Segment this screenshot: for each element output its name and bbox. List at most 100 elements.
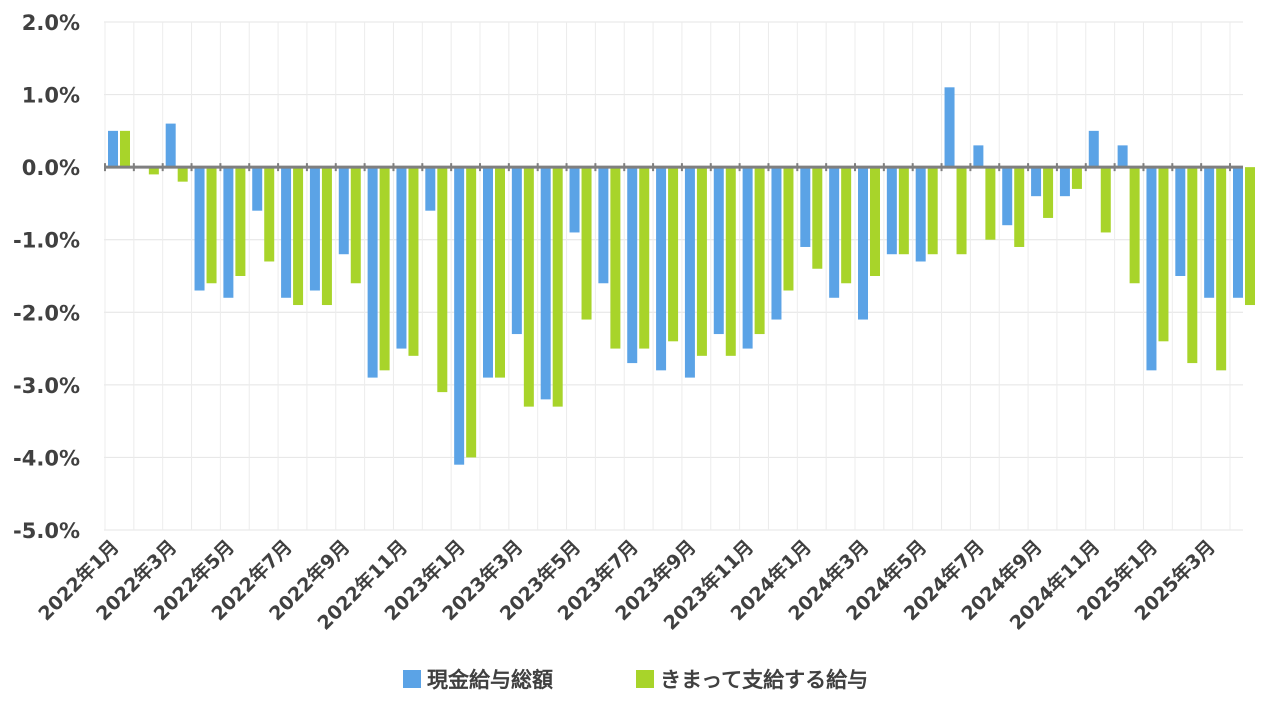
bar-series-1: [1204, 167, 1215, 298]
bar-series-1: [338, 167, 349, 255]
bar-series-1: [627, 167, 638, 364]
y-tick-label: -4.0%: [13, 446, 80, 470]
bar-series-2: [668, 167, 679, 342]
bar-series-1: [396, 167, 407, 349]
bar-series-1: [915, 167, 926, 262]
bar-series-2: [696, 167, 707, 356]
bar-series-2: [841, 167, 852, 284]
bar-series-2: [206, 167, 217, 284]
bar-series-2: [1014, 167, 1025, 247]
bar-series-1: [1031, 167, 1042, 197]
bar-series-1: [1117, 145, 1128, 168]
legend-label-series-1: 現金給与総額: [427, 668, 553, 692]
bar-series-2: [523, 167, 534, 407]
bar-series-2: [408, 167, 419, 356]
axes: [104, 163, 1243, 172]
bar-series-1: [1088, 130, 1099, 168]
bar-series-1: [540, 167, 551, 400]
legend-swatch-series-1: [403, 670, 421, 688]
bar-series-1: [858, 167, 868, 320]
bar-series-1: [281, 167, 292, 298]
bar-series-1: [1002, 167, 1013, 226]
bar-series-2: [264, 167, 275, 262]
bar-series-2: [610, 167, 621, 349]
bar-series-2: [581, 167, 592, 320]
legend: 現金給与総額 きまって支給する給与: [0, 664, 1280, 694]
bar-series-2: [148, 167, 159, 175]
x-tick-labels: 2022年1月2022年3月2022年5月2022年7月2022年9月2022年…: [34, 535, 1220, 634]
bar-series-1: [1059, 167, 1070, 197]
bar-series-1: [108, 130, 118, 168]
bar-series-1: [800, 167, 811, 247]
bar-series-1: [771, 167, 782, 320]
bar-series-1: [829, 167, 840, 298]
bar-series-2: [1216, 167, 1227, 371]
bar-series-1: [742, 167, 753, 349]
bar-series-2: [437, 167, 448, 393]
bar-series-2: [1245, 167, 1255, 306]
bar-series-1: [483, 167, 493, 378]
y-tick-label: -1.0%: [13, 229, 80, 253]
y-tick-label: 2.0%: [22, 11, 80, 35]
bar-series-2: [120, 130, 130, 168]
bar-series-1: [425, 167, 436, 211]
bar-series-1: [1175, 167, 1186, 276]
bar-series-2: [783, 167, 794, 291]
bar-series-1: [309, 167, 320, 291]
bar-series-2: [812, 167, 823, 269]
y-tick-label: -2.0%: [13, 301, 80, 325]
bar-series-2: [177, 167, 188, 182]
bar-series-2: [898, 167, 909, 255]
bar-series-1: [598, 167, 609, 284]
bar-series-2: [754, 167, 765, 335]
legend-item-series-2: きまって支給する給与: [636, 664, 868, 694]
bar-series-1: [223, 167, 234, 298]
bar-series-2: [293, 167, 304, 306]
gridlines: [104, 21, 1243, 531]
bar-series-1: [944, 87, 955, 168]
bar-series-1: [886, 167, 897, 255]
bar-series-1: [511, 167, 522, 335]
bar-series-1: [194, 167, 205, 291]
y-tick-labels: 2.0% 1.0% 0.0% -1.0% -2.0% -3.0% -4.0% -5.0%: [13, 11, 80, 543]
bar-series-1: [656, 167, 667, 371]
bar-series-2: [350, 167, 361, 284]
y-tick-label: 0.0%: [22, 156, 80, 180]
bar-series-2: [321, 167, 332, 306]
bar-series-1: [165, 123, 176, 168]
legend-label-series-2: きまって支給する給与: [660, 668, 869, 692]
bar-series-2: [927, 167, 938, 255]
y-tick-label: -5.0%: [13, 519, 80, 543]
bar-series-2: [956, 167, 967, 255]
legend-swatch-series-2: [636, 670, 654, 688]
bar-series-2: [1158, 167, 1169, 342]
y-tick-label: 1.0%: [22, 84, 80, 108]
bar-series-2: [870, 167, 880, 276]
bar-series-2: [1187, 167, 1198, 364]
bar-series-2: [466, 167, 477, 458]
bar-series-2: [639, 167, 650, 349]
bar-series-2: [725, 167, 736, 356]
bar-series-1: [684, 167, 695, 378]
bar-series-1: [569, 167, 580, 233]
bar-series-1: [1233, 167, 1243, 298]
bar-series-1: [367, 167, 378, 378]
bar-series-1: [454, 167, 465, 465]
bars: [108, 87, 1255, 465]
bar-series-1: [713, 167, 724, 335]
bar-series-2: [1043, 167, 1054, 218]
bar-series-2: [495, 167, 505, 378]
bar-series-1: [252, 167, 263, 211]
bar-series-2: [552, 167, 563, 407]
bar-series-2: [235, 167, 246, 276]
bar-series-1: [973, 145, 984, 168]
y-tick-label: -3.0%: [13, 374, 80, 398]
bar-series-1: [1146, 167, 1157, 371]
bar-series-2: [379, 167, 390, 371]
bar-series-2: [985, 167, 996, 240]
bar-series-2: [1071, 167, 1082, 189]
legend-item-series-1: 現金給与総額: [403, 664, 553, 694]
bar-series-2: [1129, 167, 1140, 284]
bar-series-2: [1100, 167, 1111, 233]
